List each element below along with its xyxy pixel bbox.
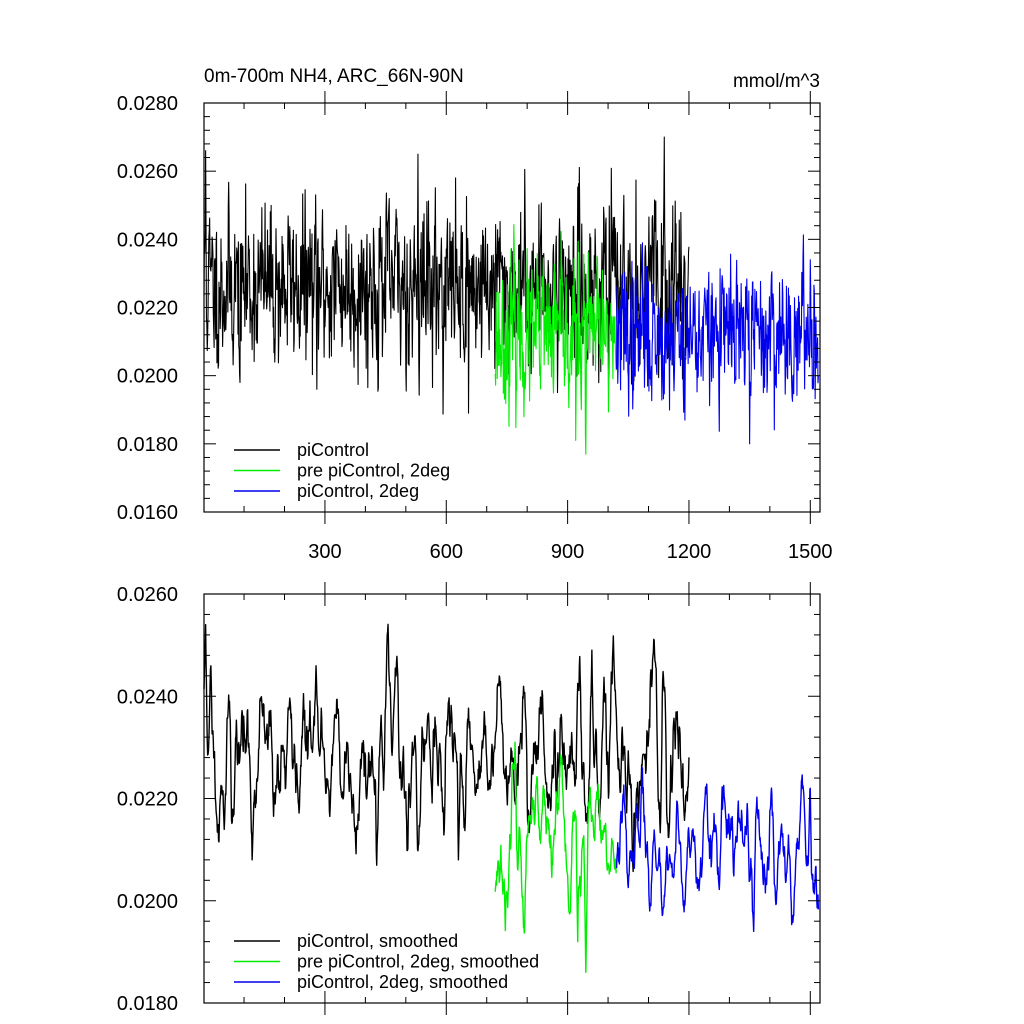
y-tick-label: 0.0260 bbox=[117, 584, 178, 606]
y-tick-label: 0.0160 bbox=[117, 502, 178, 524]
top-chart-title: 0m-700m NH4, ARC_66N-90N bbox=[204, 66, 464, 87]
series-line-1 bbox=[203, 136, 690, 415]
series-line-3 bbox=[615, 767, 820, 933]
series-line-1 bbox=[203, 623, 690, 873]
y-tick-label: 0.0180 bbox=[117, 993, 178, 1015]
bottom-chart-panel: 0.0180 0.0200 0.0220 0.0240 0.0260 piControl… bbox=[117, 582, 821, 1015]
y-tick-label: 0.0240 bbox=[117, 229, 178, 251]
top-axis-ticks: 0.0160 0.0180 0.0200 0.0220 0.0240 0.0260 0.02… bbox=[117, 91, 833, 563]
y-tick-label: 0.0200 bbox=[117, 366, 178, 388]
y-tick-label: 0.0200 bbox=[117, 891, 178, 913]
y-tick-label: 0.0220 bbox=[117, 298, 178, 320]
top-plot-frame bbox=[203, 102, 821, 513]
x-tick-label: 900 bbox=[551, 541, 584, 563]
y-tick-label: 0.0280 bbox=[117, 93, 178, 115]
y-tick-label: 0.0220 bbox=[117, 789, 178, 811]
legend-label: pre piControl, 2deg, smoothed bbox=[297, 952, 539, 972]
series-line-2 bbox=[494, 741, 617, 974]
bottom-series-lines bbox=[203, 623, 820, 974]
legend-label: piControl, smoothed bbox=[297, 931, 458, 951]
x-tick-label: 1200 bbox=[667, 541, 712, 563]
y-tick-label: 0.0240 bbox=[117, 686, 178, 708]
legend-label: piControl, 2deg, smoothed bbox=[297, 972, 508, 992]
bottom-axis-ticks: 0.0180 0.0200 0.0220 0.0240 0.0260 bbox=[117, 582, 820, 1015]
x-tick-label: 300 bbox=[308, 541, 341, 563]
legend-label: piControl bbox=[297, 440, 369, 460]
series-line-2 bbox=[494, 224, 617, 455]
x-tick-label: 600 bbox=[430, 541, 463, 563]
legend-label: piControl, 2deg bbox=[297, 481, 419, 501]
top-series-lines bbox=[203, 136, 819, 455]
y-tick-label: 0.0180 bbox=[117, 434, 178, 456]
legend-label: pre piControl, 2deg bbox=[297, 461, 450, 481]
y-tick-label: 0.0260 bbox=[117, 161, 178, 183]
top-chart-units: mmol/m^3 bbox=[733, 71, 820, 92]
x-tick-label: 1500 bbox=[788, 541, 833, 563]
series-line-3 bbox=[616, 234, 819, 445]
bottom-plot-frame bbox=[203, 593, 821, 1004]
top-chart-panel: 0m-700m NH4, ARC_66N-90N mmol/m^3 0.0160… bbox=[117, 66, 833, 563]
